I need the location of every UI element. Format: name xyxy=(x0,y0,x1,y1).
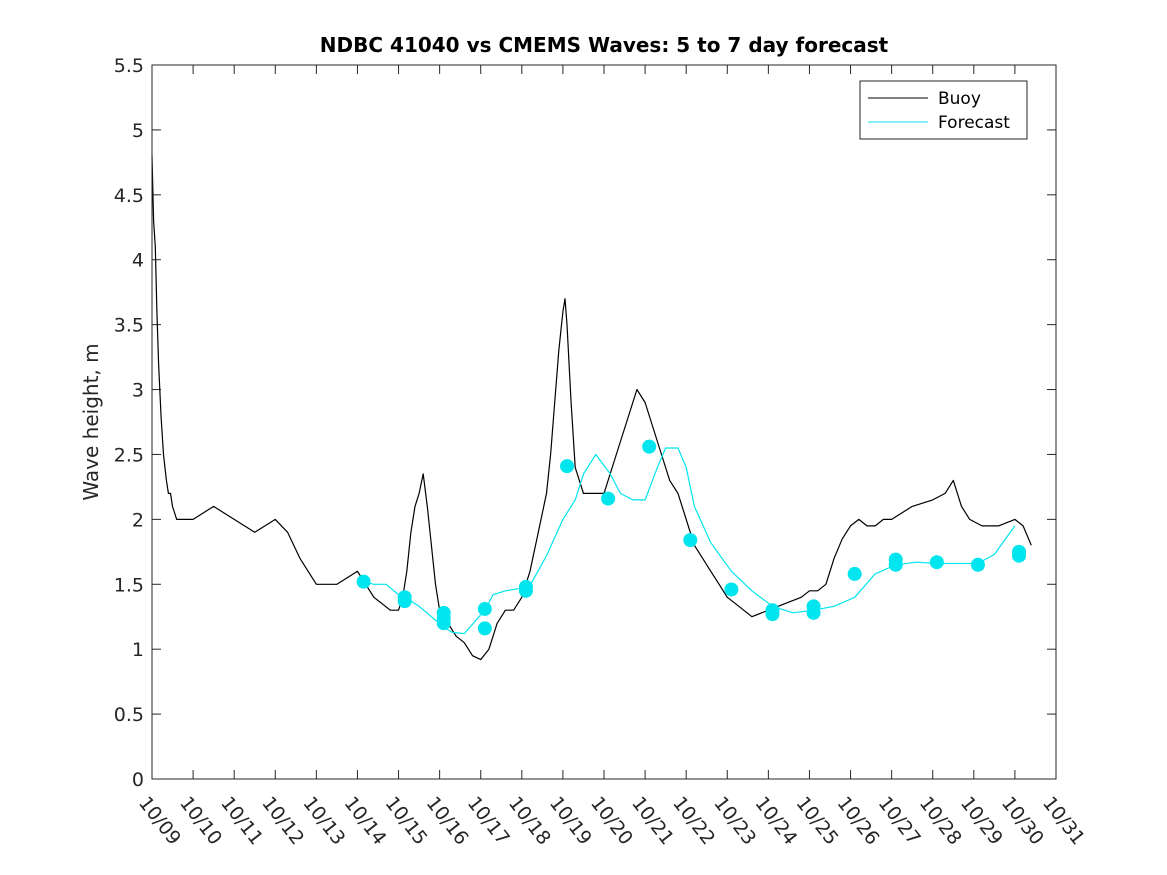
forecast-marker xyxy=(806,605,821,620)
forecast-marker xyxy=(477,601,492,616)
y-tick-label: 0.5 xyxy=(114,704,144,726)
y-axis-title: Wave height, m xyxy=(79,343,103,500)
forecast-marker xyxy=(683,533,698,548)
forecast-marker xyxy=(970,557,985,572)
forecast-marker xyxy=(397,594,412,609)
y-tick-labels: 0 0.5 1 1.5 2 2.5 3 3.5 4 4.5 5 5.5 xyxy=(114,55,144,791)
legend: Buoy Forecast xyxy=(859,80,1028,140)
x-tick-label: 10/24 xyxy=(750,793,801,850)
x-tick-label: 10/30 xyxy=(997,793,1048,850)
forecast-marker xyxy=(1012,548,1027,563)
x-tick-label: 10/29 xyxy=(956,793,1007,850)
x-tick-label: 10/23 xyxy=(709,793,760,850)
forecast-marker xyxy=(847,566,862,581)
y-tick-label: 2 xyxy=(132,509,144,531)
y-tick-label: 3 xyxy=(132,380,144,402)
forecast-markers xyxy=(356,439,1027,636)
x-tick-label: 10/31 xyxy=(1038,793,1089,850)
x-tick-label: 10/14 xyxy=(340,793,391,850)
y-tick-label: 5.5 xyxy=(114,55,144,77)
forecast-marker xyxy=(601,491,616,506)
y-tick-label: 4.5 xyxy=(114,185,144,207)
x-tick-label: 10/10 xyxy=(175,793,226,850)
x-tick-label: 10/20 xyxy=(586,793,637,850)
plot-frame xyxy=(151,64,1057,780)
legend-box xyxy=(859,80,1028,140)
forecast-marker xyxy=(518,583,533,598)
series-line-buoy xyxy=(151,155,1032,661)
y-tick-label: 0 xyxy=(132,769,144,791)
y-tick-label: 1 xyxy=(132,639,144,661)
forecast-marker xyxy=(436,616,451,631)
x-tick-label: 10/17 xyxy=(463,793,514,850)
forecast-marker xyxy=(477,621,492,636)
x-tick-label: 10/22 xyxy=(668,793,719,850)
x-tick-label: 10/11 xyxy=(216,793,267,850)
forecast-marker xyxy=(929,555,944,570)
x-tick-label: 10/26 xyxy=(833,793,884,850)
y-tick-label: 2.5 xyxy=(114,444,144,466)
x-tick-label: 10/12 xyxy=(257,793,308,850)
y-tick-label: 4 xyxy=(132,250,144,272)
legend-forecast-label: Forecast xyxy=(938,113,1010,133)
forecast-marker xyxy=(888,557,903,572)
y-tick-label: 5 xyxy=(132,120,144,142)
x-tick-label: 10/09 xyxy=(134,793,185,850)
legend-buoy-label: Buoy xyxy=(938,89,981,109)
x-tick-label: 10/21 xyxy=(627,793,678,850)
y-tick-label: 1.5 xyxy=(114,574,144,596)
x-tick-label: 10/28 xyxy=(915,793,966,850)
x-tick-label: 10/27 xyxy=(874,793,925,850)
y-tick-label: 3.5 xyxy=(114,315,144,337)
x-tick-label: 10/16 xyxy=(422,793,473,850)
x-tick-label: 10/18 xyxy=(504,793,555,850)
x-tick-label: 10/13 xyxy=(298,793,349,850)
x-tick-label: 10/25 xyxy=(792,793,843,850)
x-tick-label: 10/19 xyxy=(545,793,596,850)
plot-area xyxy=(152,65,1056,779)
x-tick-label: 10/15 xyxy=(381,793,432,850)
forecast-marker xyxy=(560,459,575,474)
forecast-marker xyxy=(642,439,657,454)
forecast-marker xyxy=(765,607,780,622)
x-tick-labels: 10/0910/1010/1110/1210/1310/1410/1510/16… xyxy=(134,793,1089,850)
forecast-marker xyxy=(356,574,371,589)
chart-title: NDBC 41040 vs CMEMS Waves: 5 to 7 day fo… xyxy=(320,33,889,57)
forecast-marker xyxy=(724,582,739,597)
